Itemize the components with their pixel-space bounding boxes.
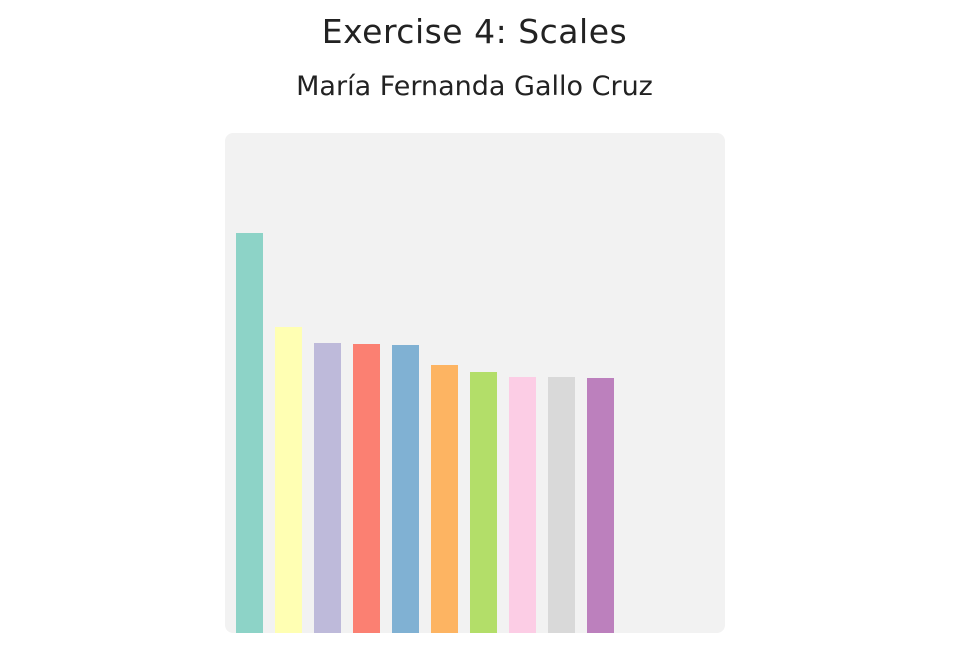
bar-7 <box>470 372 497 633</box>
bar-6 <box>431 365 458 633</box>
page-subtitle: María Fernanda Gallo Cruz <box>296 71 653 102</box>
bar-4 <box>353 344 380 633</box>
bar-5 <box>392 345 419 633</box>
bar-1 <box>236 233 263 633</box>
bar-2 <box>275 327 302 633</box>
bar-10 <box>587 378 614 633</box>
bar-3 <box>314 343 341 633</box>
bar-9 <box>548 377 575 633</box>
bar-chart <box>236 233 614 633</box>
bar-8 <box>509 377 536 633</box>
chart-panel <box>225 133 725 633</box>
page-title: Exercise 4: Scales <box>321 12 628 51</box>
